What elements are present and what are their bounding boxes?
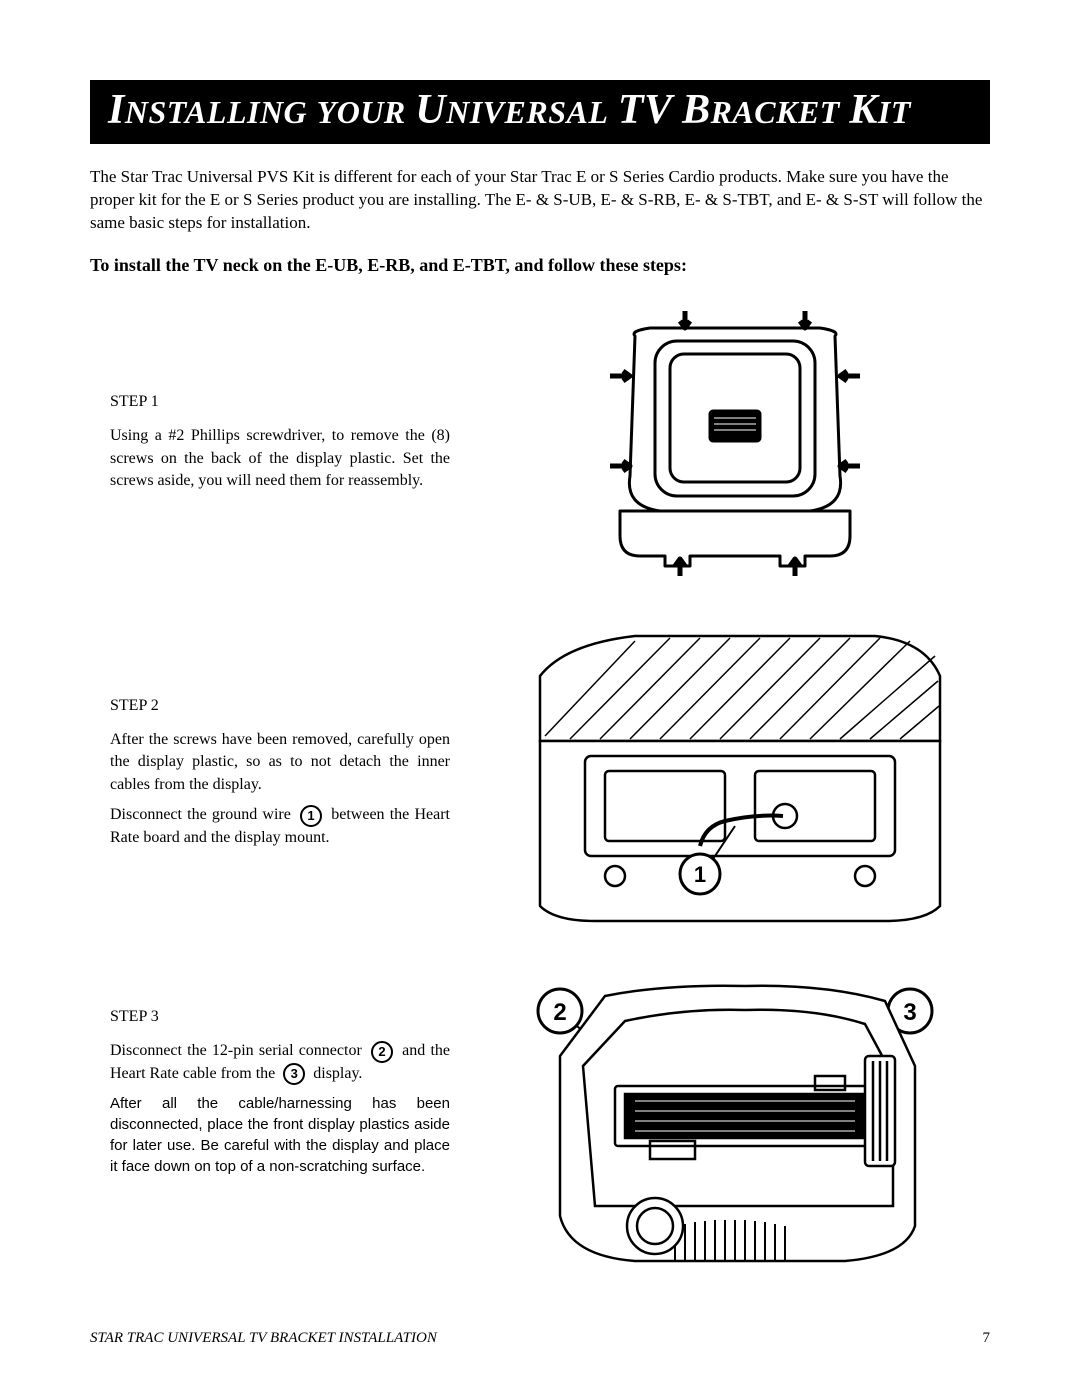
step-1-label: STEP 1 [110,391,450,413]
footer-title: STAR TRAC UNIVERSAL TV BRACKET INSTALLAT… [90,1330,437,1347]
step-3-body-2: After all the cable/harnessing has been … [110,1093,450,1177]
svg-text:3: 3 [903,999,916,1026]
step-2-row: STEP 2 After the screws have been remove… [90,626,990,926]
step-3-label: STEP 3 [110,1006,450,1028]
svg-text:2: 2 [553,999,566,1026]
step-2-text: STEP 2 After the screws have been remove… [90,695,450,857]
step-2-body-2: Disconnect the ground wire 1 between the… [110,804,450,849]
step-3-text: STEP 3 Disconnect the 12-pin serial conn… [90,966,450,1185]
step-3-diagram: 2 3 [480,966,990,1266]
callout-1-icon: 1 [300,805,322,827]
callout-3-icon: 3 [283,1063,305,1085]
step-2-body-1: After the screws have been removed, care… [110,729,450,796]
svg-text:1: 1 [694,862,706,887]
title-bar: INSTALLING YOUR UNIVERSAL TV BRACKET KIT [90,80,990,144]
page-footer: STAR TRAC UNIVERSAL TV BRACKET INSTALLAT… [90,1330,990,1347]
callout-2-icon: 2 [371,1041,393,1063]
step-3-body-1: Disconnect the 12-pin serial connector 2… [110,1040,450,1085]
step-1-text: STEP 1 Using a #2 Phillips screwdriver, … [90,391,450,501]
step-1-row: STEP 1 Using a #2 Phillips screwdriver, … [90,306,990,586]
step-3-row: STEP 3 Disconnect the 12-pin serial conn… [90,966,990,1266]
step-2-diagram: 1 [480,626,990,926]
intro-text: The Star Trac Universal PVS Kit is diffe… [90,166,990,235]
step-1-body: Using a #2 Phillips screwdriver, to remo… [110,425,450,492]
page-title: INSTALLING YOUR UNIVERSAL TV BRACKET KIT [108,86,972,134]
step-2-label: STEP 2 [110,695,450,717]
page-number: 7 [983,1330,991,1347]
subheading: To install the TV neck on the E-UB, E-RB… [90,255,990,276]
step-1-diagram [480,306,990,586]
